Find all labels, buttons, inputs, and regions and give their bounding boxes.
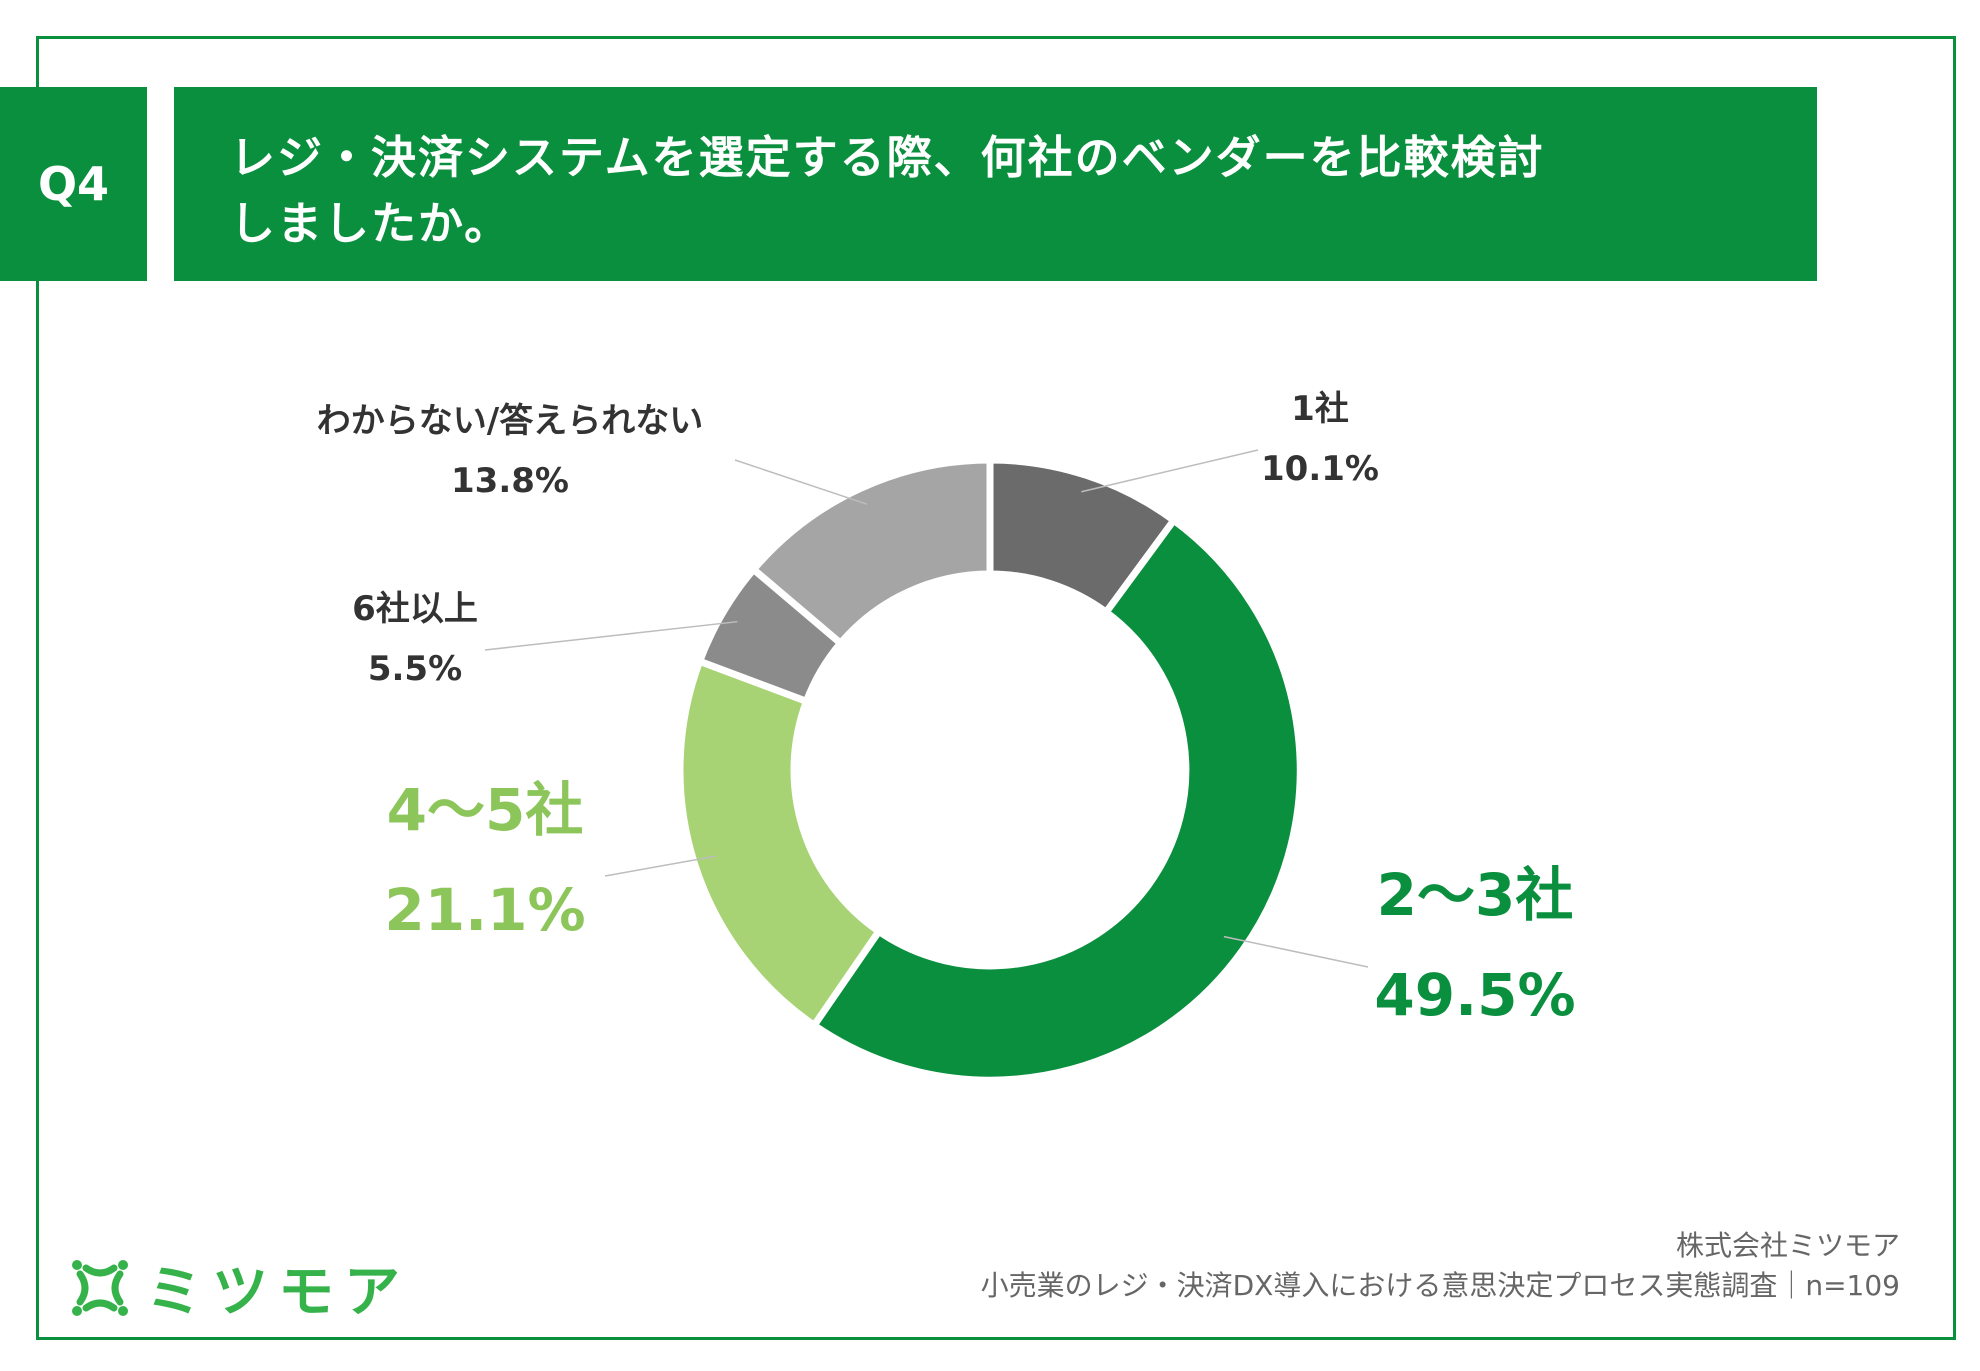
footer-credit: 株式会社ミツモア 小売業のレジ・決済DX導入における意思決定プロセス実態調査｜n…: [981, 1226, 1900, 1306]
question-title-line1: レジ・決済システムを選定する際、何社のベンダーを比較検討: [230, 131, 1545, 184]
leader-line: [1223, 935, 1369, 968]
question-title-line2: しましたか。: [230, 197, 512, 250]
leader-line: [1081, 449, 1259, 493]
slice-category-label: わからない/答えられない: [317, 401, 703, 441]
donut-slice: [748, 456, 994, 649]
slice-value-label: 10.1%: [1261, 449, 1379, 489]
leader-line: [604, 855, 717, 877]
logo-icon: [72, 1259, 128, 1316]
slice-value-label: 21.1%: [384, 876, 585, 944]
slice-value-label: 49.5%: [1374, 961, 1575, 1029]
logo-text: ミツモア: [146, 1260, 410, 1325]
question-title: レジ・決済システムを選定する際、何社のベンダーを比較検討 しましたか。: [174, 87, 1817, 281]
question-badge: Q4: [0, 87, 147, 281]
slice-value-label: 13.8%: [451, 461, 569, 501]
slice-category-label: 2〜3社: [1377, 861, 1574, 929]
slice-value-label: 5.5%: [368, 649, 462, 689]
leader-line: [734, 459, 868, 505]
slice-category-label: 1社: [1291, 389, 1349, 429]
chart-frame: [36, 36, 1956, 1340]
slice-category-label: 4〜5社: [387, 776, 584, 844]
survey-name: 小売業のレジ・決済DX導入における意思決定プロセス実態調査｜n=109: [980, 1269, 1900, 1302]
donut-slice: [809, 515, 1304, 1084]
donut-slice: [676, 656, 884, 1031]
company-name: 株式会社ミツモア: [1675, 1229, 1900, 1262]
slice-category-label: 6社以上: [352, 589, 478, 629]
leader-line: [484, 620, 738, 651]
mitsumore-logo: ミツモア: [68, 1247, 410, 1328]
